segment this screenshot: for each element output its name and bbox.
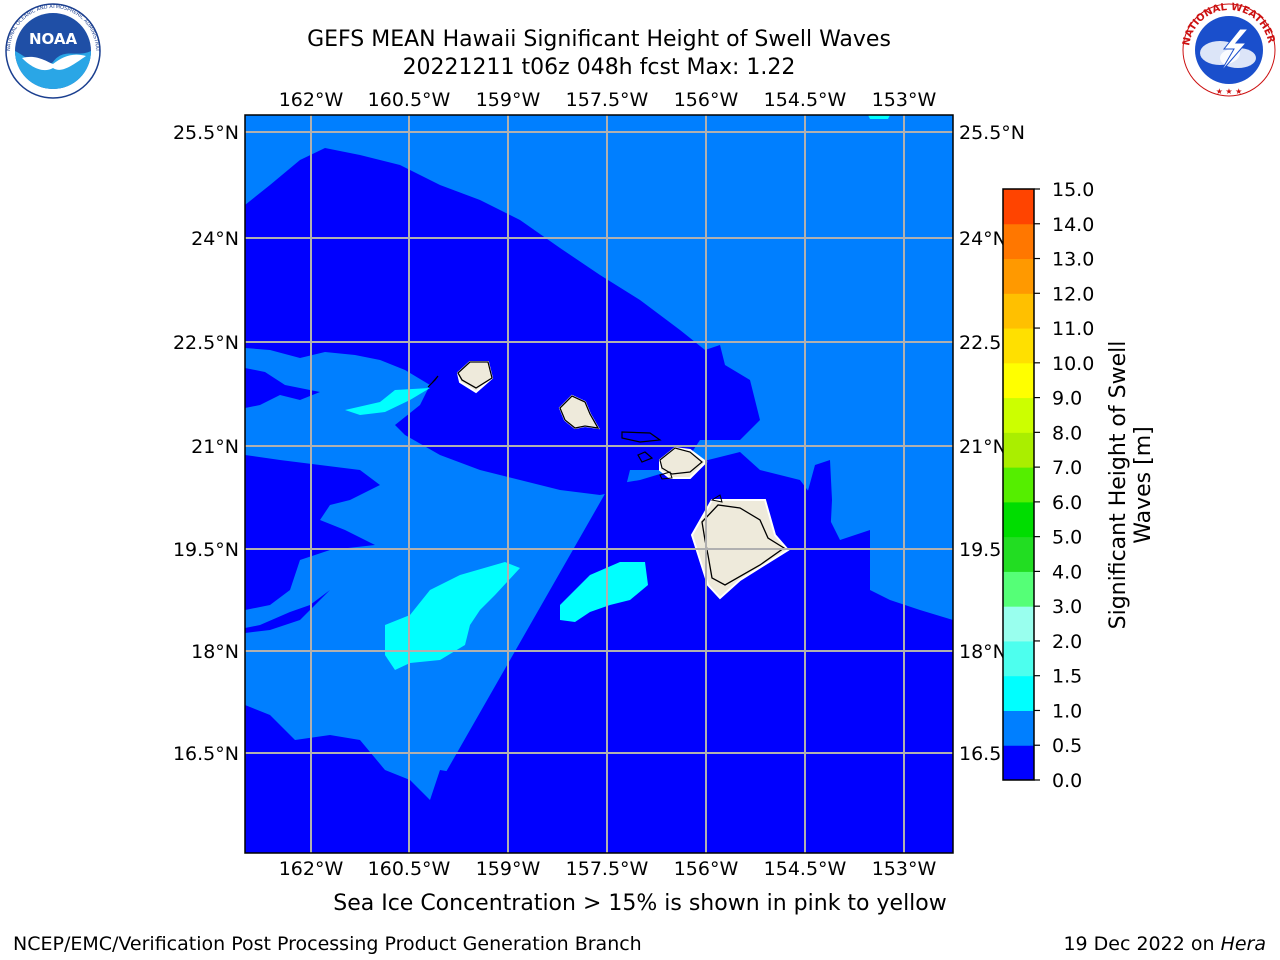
lat-tick-label-right: 22.5 <box>959 332 1001 354</box>
lat-tick-label-left: 24°N <box>191 228 239 250</box>
host-name: Hera <box>1220 933 1266 955</box>
colorbar-tick-label: 3.0 <box>1052 596 1082 618</box>
lon-tick-label-bottom: 159°W <box>476 858 541 880</box>
lon-tick-label-bottom: 153°W <box>872 858 937 880</box>
lon-tick-label-top: 156°W <box>674 89 739 111</box>
lat-tick-label-right: 18°N <box>959 641 1007 663</box>
colorbar-tick-label: 15.0 <box>1052 179 1094 201</box>
colorbar-tick-label: 6.0 <box>1052 492 1082 514</box>
colorbar-segment <box>1003 258 1034 294</box>
colorbar-segment <box>1003 362 1034 399</box>
colorbar-frame <box>1002 188 1035 781</box>
colorbar-segment <box>1003 397 1034 433</box>
colorbar-label-line1: Significant Height of Swell <box>1106 341 1131 630</box>
colorbar-tick-label: 5.0 <box>1052 527 1082 549</box>
colorbar-tick-label: 4.0 <box>1052 561 1082 583</box>
colorbar-segment <box>1003 501 1034 538</box>
lat-tick-label-right: 16.5 <box>959 743 1001 765</box>
sea-ice-note: Sea Ice Concentration > 15% is shown in … <box>333 891 947 916</box>
map-title: GEFS MEAN Hawaii Significant Height of S… <box>307 27 891 52</box>
lat-tick-label-left: 22.5°N <box>173 332 239 354</box>
colorbar-tick-label: 12.0 <box>1052 283 1094 305</box>
colorbar-segment <box>1003 571 1034 607</box>
colorbar-tick-label: 7.0 <box>1052 457 1082 479</box>
lat-tick-label-right: 21°N <box>959 436 1007 458</box>
lat-tick-label-left: 16.5°N <box>173 743 239 765</box>
colorbar-tick-label: 2.0 <box>1052 631 1082 653</box>
lat-tick-label-left: 18°N <box>191 641 239 663</box>
colorbar: 0.0 0.5 1.0 1.5 2.0 3.0 4.0 5.0 6.0 7.0 8.0 9.0 10.0… <box>1002 179 1094 792</box>
colorbar-tick-label: 9.0 <box>1052 388 1082 410</box>
svg-text:★ ★ ★: ★ ★ ★ <box>1216 87 1243 96</box>
lat-tick-label-left: 21°N <box>191 436 239 458</box>
colorbar-tick-label: 10.0 <box>1052 353 1094 375</box>
lat-tick-label-left: 25.5°N <box>173 122 239 144</box>
colorbar-segment <box>1003 467 1034 503</box>
colorbar-segment <box>1003 328 1034 364</box>
colorbar-segment <box>1003 432 1034 468</box>
lat-tick-label-right: 25.5°N <box>959 122 1025 144</box>
lat-tick-label-right: 19.5 <box>959 539 1001 561</box>
colorbar-tick-label: 0.0 <box>1052 770 1082 792</box>
lat-tick-label-left: 19.5°N <box>173 539 239 561</box>
noaa-text: NOAA <box>29 30 78 48</box>
lon-tick-label-bottom: 162°W <box>279 858 344 880</box>
colorbar-segment <box>1003 536 1034 572</box>
date-text: 19 Dec 2022 on <box>1063 933 1221 955</box>
lon-tick-label-top: 157.5°W <box>566 89 649 111</box>
colorbar-segment <box>1003 710 1034 746</box>
colorbar-segment <box>1003 606 1034 642</box>
colorbar-label-line2: Waves [m] <box>1131 426 1156 543</box>
colorbar-tick-label: 8.0 <box>1052 422 1082 444</box>
lon-tick-label-bottom: 157.5°W <box>566 858 649 880</box>
lon-tick-label-top: 159°W <box>476 89 541 111</box>
map-frame <box>244 114 954 854</box>
credit-text: NCEP/EMC/Verification Post Processing Pr… <box>13 933 642 955</box>
colorbar-segment <box>1003 675 1034 711</box>
date-stamp: 19 Dec 2022 on Hera <box>1063 933 1266 955</box>
colorbar-tick-label: 1.5 <box>1052 666 1082 688</box>
axis-labels: 162°W 162°W 160.5°W 160.5°W 159°W 159°W 157.5°… <box>173 89 1025 880</box>
nws-logo: NATIONAL WEATHER SERVICE ★ ★ ★ <box>1180 1 1277 97</box>
lon-tick-label-top: 154.5°W <box>764 89 847 111</box>
map-field <box>245 115 953 853</box>
lon-tick-label-bottom: 154.5°W <box>764 858 847 880</box>
colorbar-segment <box>1003 640 1034 677</box>
colorbar-tick-label: 0.5 <box>1052 735 1082 757</box>
colorbar-tick-label: 13.0 <box>1052 249 1094 271</box>
forecast-info: 20221211 t06z 048h fcst Max: 1.22 <box>402 55 796 80</box>
colorbar-segment <box>1003 293 1034 329</box>
lon-tick-label-bottom: 156°W <box>674 858 739 880</box>
lon-tick-label-top: 153°W <box>872 89 937 111</box>
colorbar-segment <box>1003 189 1034 225</box>
colorbar-segment <box>1003 223 1034 260</box>
lon-tick-label-top: 162°W <box>279 89 344 111</box>
colorbar-tick-label: 11.0 <box>1052 318 1094 340</box>
lon-tick-label-bottom: 160.5°W <box>368 858 451 880</box>
lat-tick-label-right: 24°N <box>959 228 1007 250</box>
noaa-logo: NOAA NATIONAL OCEANIC AND ATMOSPHERIC AD… <box>2 2 101 99</box>
gridlines <box>245 115 953 853</box>
colorbar-segment <box>1003 745 1034 781</box>
colorbar-tick-label: 1.0 <box>1052 700 1082 722</box>
colorbar-tick-label: 14.0 <box>1052 214 1094 236</box>
lon-tick-label-top: 160.5°W <box>368 89 451 111</box>
